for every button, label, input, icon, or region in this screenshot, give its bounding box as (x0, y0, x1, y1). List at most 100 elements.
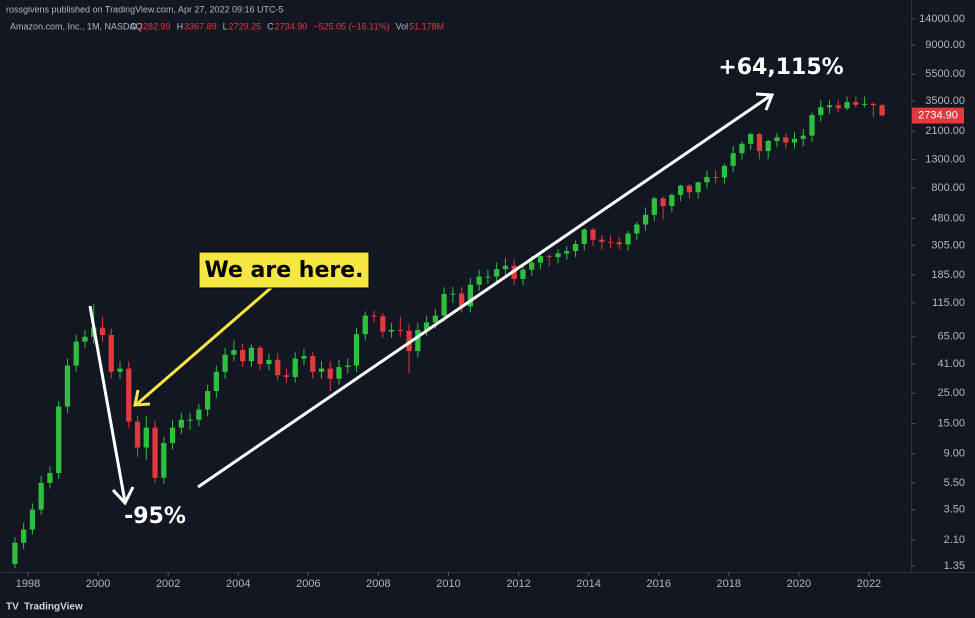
x-tick-label: 2006 (296, 578, 320, 590)
symbol-name: Amazon.com, Inc., 1M, NASDAQ (10, 21, 143, 31)
candle-body (800, 135, 806, 139)
candle-body (231, 350, 237, 355)
y-tick-label: 65.00 (937, 331, 965, 343)
candle-body (853, 102, 859, 105)
candle-body (721, 165, 728, 178)
y-tick-label: 480.00 (931, 212, 965, 224)
x-tick-label: 1998 (16, 578, 40, 590)
candle-body (695, 182, 701, 193)
drop-annotation: -95% (124, 504, 186, 529)
y-tick-label: 5500.00 (925, 68, 965, 80)
x-tick-label: 2010 (436, 578, 460, 590)
candle-body (677, 185, 684, 195)
candle-body (765, 141, 771, 152)
candle-body (64, 365, 71, 407)
candle-body (187, 419, 193, 421)
candle-body (196, 409, 202, 420)
candle-body (450, 293, 456, 295)
candle-body (502, 265, 509, 270)
legend-field-label: O (130, 21, 137, 31)
candle-body (213, 371, 219, 392)
candle-body (362, 315, 368, 335)
candle-body (257, 347, 263, 365)
candle-body (748, 134, 754, 144)
candle-body (835, 105, 841, 109)
y-tick-label: 9000.00 (925, 39, 965, 51)
y-tick-label: 2100.00 (925, 125, 965, 137)
legend-field-value: 2734.90 (275, 21, 308, 31)
candle-body (739, 143, 745, 154)
legend-field-label: H (177, 21, 184, 31)
last-price-label: 2734.90 (918, 110, 958, 122)
candle-body (756, 134, 763, 152)
x-tick-label: 2016 (646, 578, 670, 590)
y-tick-label: 14000.00 (919, 13, 965, 25)
candle-body (47, 473, 53, 483)
candle-body (485, 276, 491, 278)
y-tick-label: 3500.00 (925, 95, 965, 107)
candle-body (774, 137, 780, 142)
x-tick-label: 2000 (86, 578, 110, 590)
y-tick-label: 800.00 (931, 182, 965, 194)
candle-body (126, 368, 132, 422)
x-tick-label: 2008 (366, 578, 390, 590)
candle-body (345, 365, 351, 368)
candle-body (730, 153, 736, 166)
candle-body (388, 329, 395, 332)
candle-body (686, 185, 693, 193)
y-tick-label: 9.00 (944, 448, 965, 460)
here-arrow-line (136, 285, 273, 406)
candle-body (204, 391, 211, 410)
candle-body (572, 244, 579, 252)
candle-body (275, 359, 281, 376)
candle-body (546, 256, 552, 258)
candle-body (713, 177, 719, 179)
symbol-legend: Amazon.com, Inc., 1M, NASDAQ O 3282.99 H 33… (10, 21, 444, 31)
legend-field-value: 3367.89 (184, 21, 217, 31)
legend-field-label: C (267, 21, 274, 31)
y-tick-label: 1.35 (944, 560, 965, 572)
candle-body (423, 322, 430, 330)
candle-body (143, 427, 149, 448)
footer-logo: TV (6, 602, 19, 613)
candle-body (669, 194, 675, 207)
x-tick-label: 2014 (576, 578, 600, 590)
candle-body (240, 350, 246, 362)
candle-body (581, 229, 587, 245)
candle-body (117, 368, 123, 372)
candle-body (459, 293, 465, 307)
legend-field-value: 51.178M (409, 21, 444, 31)
y-tick-label: 2.10 (944, 534, 965, 546)
candle-body (634, 224, 640, 234)
candle-body (73, 341, 79, 366)
candle-body (809, 115, 815, 136)
candle-body (21, 529, 27, 543)
down-arrow-line (88, 305, 127, 503)
x-tick-label: 2004 (226, 578, 250, 590)
candle-body (380, 316, 386, 332)
candle-body (327, 368, 333, 379)
legend-field-label: L (223, 21, 228, 31)
candle-body (169, 427, 176, 443)
gain-annotation: +64,115% (718, 55, 843, 80)
candle-body (564, 251, 570, 254)
candle-body (318, 368, 325, 372)
plot-area (12, 96, 885, 569)
y-tick-label: 1300.00 (925, 153, 965, 165)
candle-body (99, 327, 106, 336)
y-tick-label: 185.00 (931, 269, 965, 281)
candle-body (476, 276, 482, 285)
candle-body (660, 198, 666, 207)
candle-body (56, 406, 62, 474)
candle-body (625, 233, 631, 245)
candle-body (590, 229, 596, 240)
y-tick-label: 305.00 (931, 239, 965, 251)
candle-body (371, 315, 377, 317)
candle-body (12, 542, 18, 564)
candle-body (826, 105, 833, 108)
candle-body (415, 329, 421, 352)
candle-body (467, 284, 474, 307)
candle-body (152, 427, 158, 478)
candle-body (38, 482, 44, 510)
